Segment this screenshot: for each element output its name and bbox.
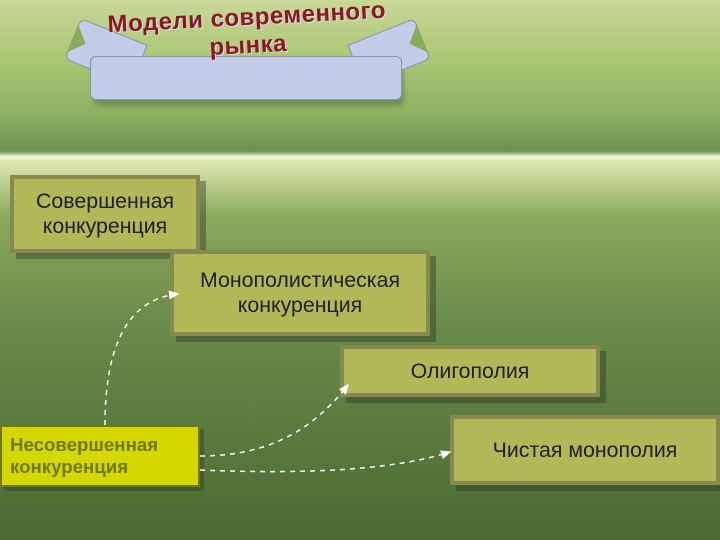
box-monopolistic-competition: Монополистическая конкуренция	[170, 250, 430, 336]
box-imperfect-competition: Несовершенная конкуренция	[0, 425, 200, 487]
box-label: Совершенная конкуренция	[18, 189, 192, 239]
box-label: Монополистическая конкуренция	[178, 268, 422, 318]
arrow-to-monopoly	[200, 452, 450, 472]
box-label: Олигополия	[411, 359, 530, 384]
box-label: Несовершенная конкуренция	[10, 434, 194, 478]
box-label: Чистая монополия	[493, 438, 678, 463]
box-oligopoly: Олигополия	[340, 345, 600, 397]
title-banner: Модели современного рынка	[80, 0, 415, 110]
slide-stage: Модели современного рынка Совершенная ко…	[0, 0, 720, 540]
box-pure-monopoly: Чистая монополия	[450, 415, 720, 485]
arrow-to-monopolistic	[105, 294, 178, 425]
arrow-to-oligopoly	[200, 385, 348, 456]
box-perfect-competition: Совершенная конкуренция	[10, 175, 200, 253]
